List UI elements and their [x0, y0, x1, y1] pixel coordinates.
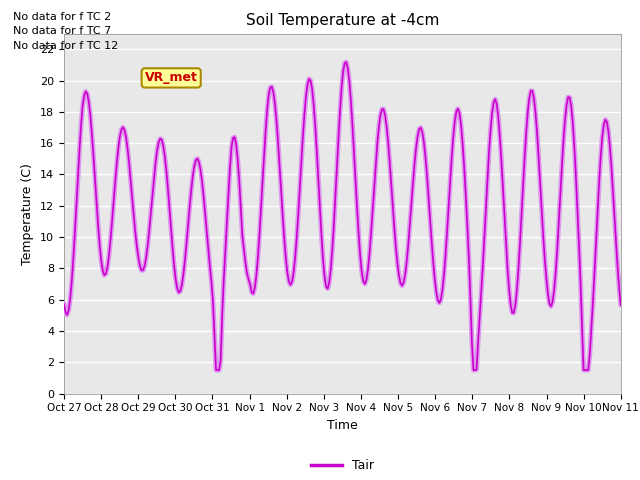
Legend: Tair: Tair: [306, 455, 379, 477]
Text: No data for f TC 2: No data for f TC 2: [13, 12, 111, 22]
Title: Soil Temperature at -4cm: Soil Temperature at -4cm: [246, 13, 439, 28]
Text: No data for f TC 7: No data for f TC 7: [13, 26, 111, 36]
Y-axis label: Temperature (C): Temperature (C): [22, 163, 35, 264]
X-axis label: Time: Time: [327, 419, 358, 432]
Text: VR_met: VR_met: [145, 72, 198, 84]
Text: No data for f TC 12: No data for f TC 12: [13, 41, 118, 51]
